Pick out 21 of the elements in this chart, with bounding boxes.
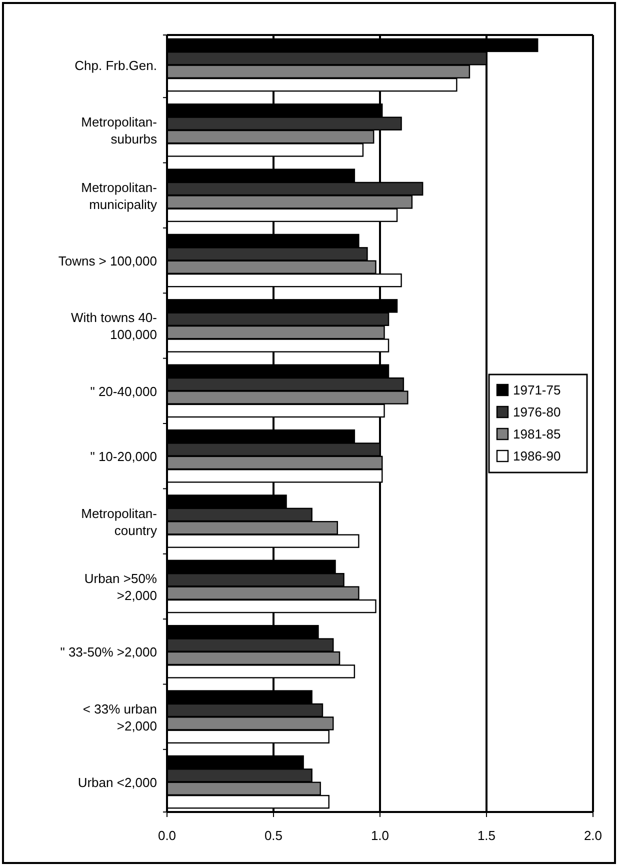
y-tick-label: " 20-40,000	[90, 384, 157, 399]
legend-label: 1971-75	[513, 382, 561, 398]
y-tick-label: < 33% urban >2,000	[82, 701, 157, 734]
x-tick-label: 1.0	[370, 828, 390, 843]
y-tick-label: Towns > 100,000	[58, 254, 157, 269]
y-tick-label: With towns 40- 100,000	[71, 310, 157, 342]
y-tick-label: " 10-20,000	[90, 449, 157, 464]
y-tick-label: Metropolitan- country	[81, 506, 158, 538]
y-tick-label: Metropolitan- municipality	[81, 180, 158, 212]
legend-label: 1981-85	[513, 426, 561, 442]
x-tick-label: 1.5	[477, 828, 496, 843]
legend-label: 1986-90	[513, 448, 561, 464]
y-tick-label: Chp. Frb.Gen.	[74, 58, 157, 73]
x-tick-label: 0.0	[158, 828, 176, 843]
legend-label: 1976-80	[513, 404, 561, 420]
y-tick-label: Metropolitan- suburbs	[81, 114, 158, 147]
y-tick-label: Urban <2,000	[78, 775, 157, 790]
y-tick-label: " 33-50% >2,000	[60, 644, 157, 660]
x-tick-label: 0.5	[264, 828, 283, 843]
y-tick-label: Urban >50% >2,000	[84, 570, 158, 603]
x-tick-label: 2.0	[584, 828, 602, 843]
